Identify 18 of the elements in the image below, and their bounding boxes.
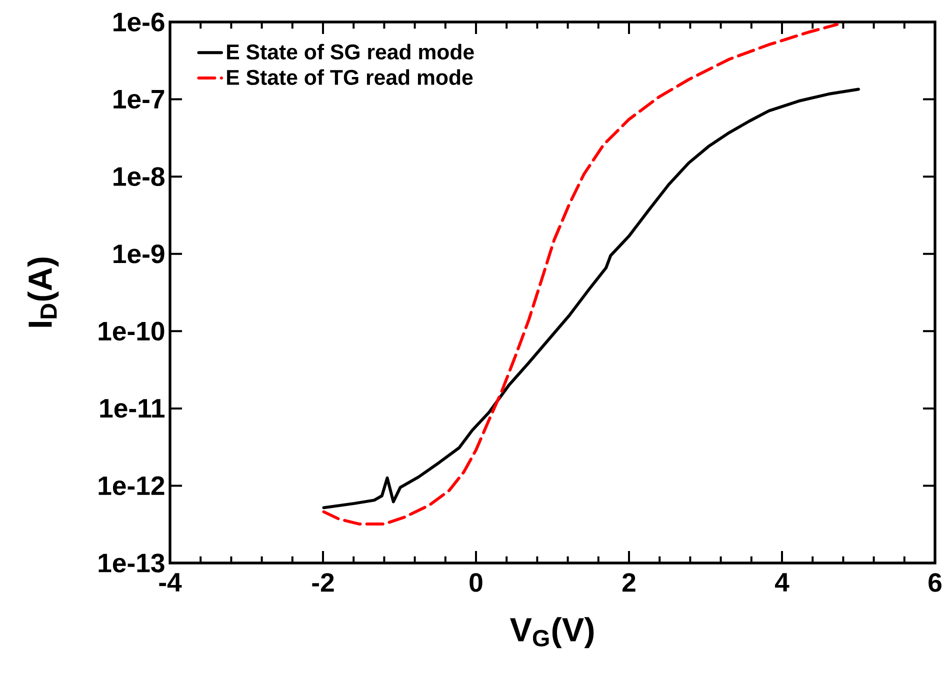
x-axis-title: V$_{G}$(V)	[510, 617, 594, 648]
y-tick-label: 1e-10	[98, 322, 164, 341]
y-tick-label: 1e-13	[98, 554, 164, 572]
y-tick-label: 1e-6	[114, 12, 164, 32]
x-tick-label: -2	[312, 573, 334, 592]
legend-label: E State of SG read mode	[227, 44, 474, 60]
y-tick-label: 1e-7	[114, 90, 164, 109]
x-tick-label: 6	[928, 573, 942, 592]
x-tick-label: -4	[159, 573, 182, 592]
x-tick-label: 4	[774, 573, 790, 592]
y-tick-label: 1e-11	[100, 399, 165, 418]
y-tick-label: 1e-8	[114, 167, 164, 186]
x-tick-label: 2	[622, 573, 636, 592]
y-tick-label: 1e-12	[98, 476, 164, 496]
y-tick-label: 1e-9	[114, 244, 164, 264]
y-axis-title: I$_{D}$(A)	[28, 258, 59, 327]
x-tick-label: 0	[470, 573, 482, 592]
legend-label: E State of TG read mode	[227, 69, 473, 85]
